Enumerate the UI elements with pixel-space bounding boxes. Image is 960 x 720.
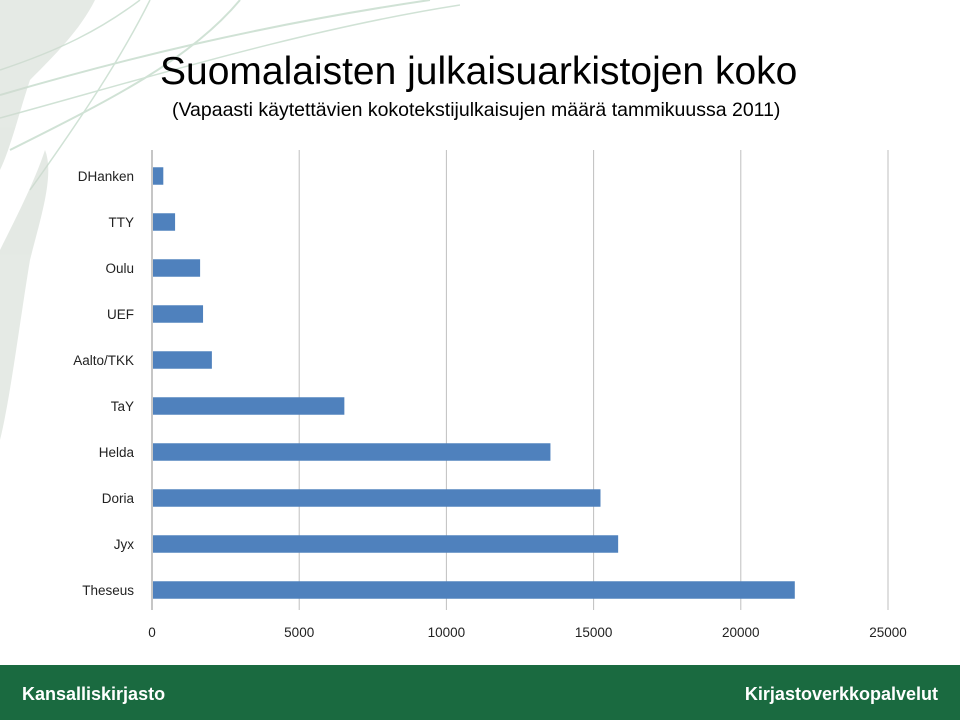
x-tick-label: 0 bbox=[148, 625, 156, 640]
bar-helda bbox=[153, 443, 551, 461]
category-label: Theseus bbox=[82, 583, 134, 598]
footer-bar: Kansalliskirjasto Kirjastoverkkopalvelut bbox=[0, 665, 960, 720]
category-label: Doria bbox=[102, 491, 135, 506]
slide-title: Suomalaisten julkaisuarkistojen koko bbox=[160, 50, 798, 93]
kansalliskirjasto-logo: Kansalliskirjasto bbox=[22, 684, 166, 704]
category-label: Oulu bbox=[105, 261, 134, 276]
bar-dhanken bbox=[153, 167, 164, 185]
chart-x-tick-labels: 0 5000 10000 15000 20000 25000 bbox=[148, 625, 907, 640]
chart-category-labels: DHanken TTY Oulu UEF Aalto/TKK TaY Helda Doria J… bbox=[73, 169, 134, 598]
background-branch-decoration bbox=[0, 0, 460, 440]
bar-uef bbox=[153, 305, 204, 323]
category-label: UEF bbox=[107, 307, 134, 322]
bar-tty bbox=[153, 213, 176, 231]
bar-doria bbox=[153, 489, 601, 507]
chart-bars bbox=[153, 167, 795, 599]
x-tick-label: 25000 bbox=[869, 625, 907, 640]
x-tick-label: 5000 bbox=[284, 625, 314, 640]
bar-jyx bbox=[153, 535, 619, 553]
category-label: Aalto/TKK bbox=[73, 353, 134, 368]
category-label: Jyx bbox=[114, 537, 135, 552]
category-label: DHanken bbox=[78, 169, 134, 184]
category-label: Helda bbox=[99, 445, 135, 460]
bar-aalto-tkk bbox=[153, 351, 212, 369]
bar-theseus bbox=[153, 581, 795, 599]
category-label: TTY bbox=[109, 215, 135, 230]
category-label: TaY bbox=[111, 399, 134, 414]
bar-tay bbox=[153, 397, 345, 415]
x-tick-label: 20000 bbox=[722, 625, 760, 640]
chart-gridlines bbox=[151, 150, 889, 610]
kirjastoverkkopalvelut-logo: Kirjastoverkkopalvelut bbox=[744, 684, 938, 704]
slide-subtitle: (Vapaasti käytettävien kokotekstijulkais… bbox=[172, 99, 781, 121]
bar-oulu bbox=[153, 259, 201, 277]
x-tick-label: 15000 bbox=[575, 625, 613, 640]
bar-chart: DHanken TTY Oulu UEF Aalto/TKK TaY Helda Doria J… bbox=[73, 150, 907, 640]
x-tick-label: 10000 bbox=[428, 625, 466, 640]
